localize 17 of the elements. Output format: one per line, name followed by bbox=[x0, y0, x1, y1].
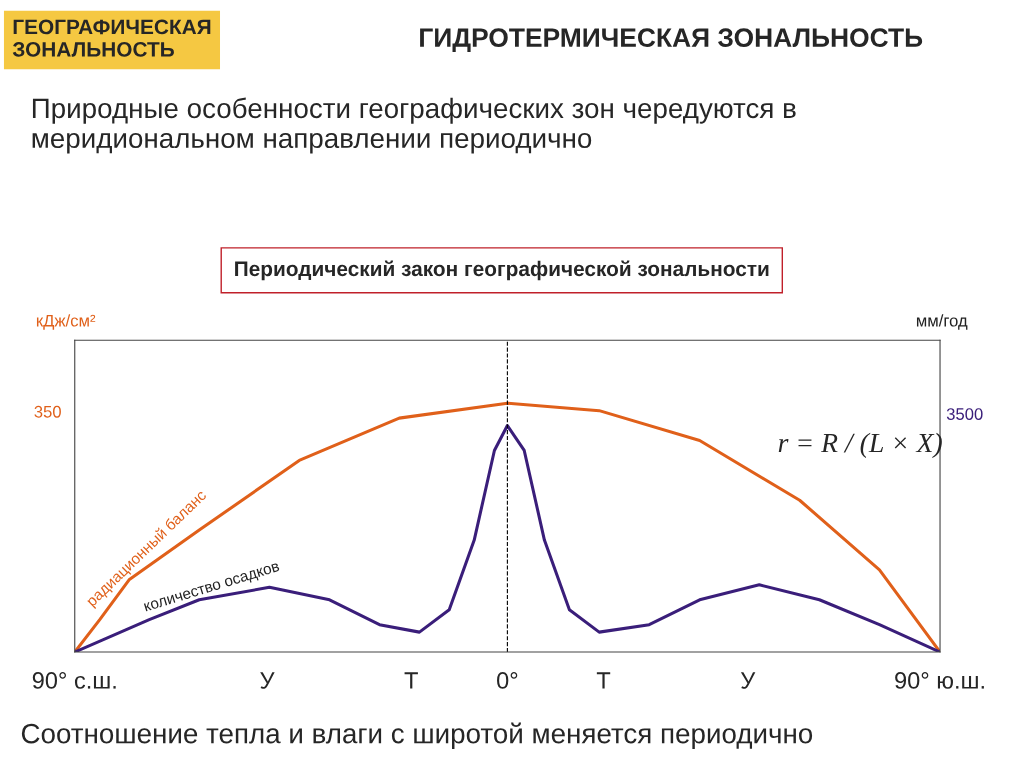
text: ГЕОГРАФИЧЕСКАЯ ЗОНАЛЬНОСТЬ bbox=[12, 19, 211, 57]
y2-axis-title: мм/год bbox=[916, 314, 968, 330]
x-tick-label: Т bbox=[404, 672, 418, 689]
text: 350 bbox=[34, 405, 61, 418]
text: Периодический закон географической зональности bbox=[235, 260, 769, 281]
x-tick-label: 0° bbox=[497, 672, 518, 689]
x-tick-label: Т bbox=[596, 672, 611, 689]
annotation: r = R / (L × X) bbox=[778, 432, 942, 459]
text: 3500 bbox=[946, 408, 983, 420]
chart-subtitle: Природные особенности географических зон чередуются в меридиональном направлении периодично bbox=[32, 97, 796, 154]
x-tick-label: 90° ю.ш. bbox=[895, 672, 984, 689]
x-tick-label: 90° с.ш. bbox=[32, 672, 116, 689]
x-tick-label: У bbox=[740, 672, 756, 689]
y-axis-title: кДж/см² bbox=[36, 314, 96, 330]
x-tick-label: У bbox=[260, 672, 275, 689]
text: Соотношение тепла и влаги с широтой меняется периодично bbox=[21, 722, 813, 749]
chart-title: ГИДРОТЕРМИЧЕСКАЯ ЗОНАЛЬНОСТЬ bbox=[420, 28, 923, 53]
